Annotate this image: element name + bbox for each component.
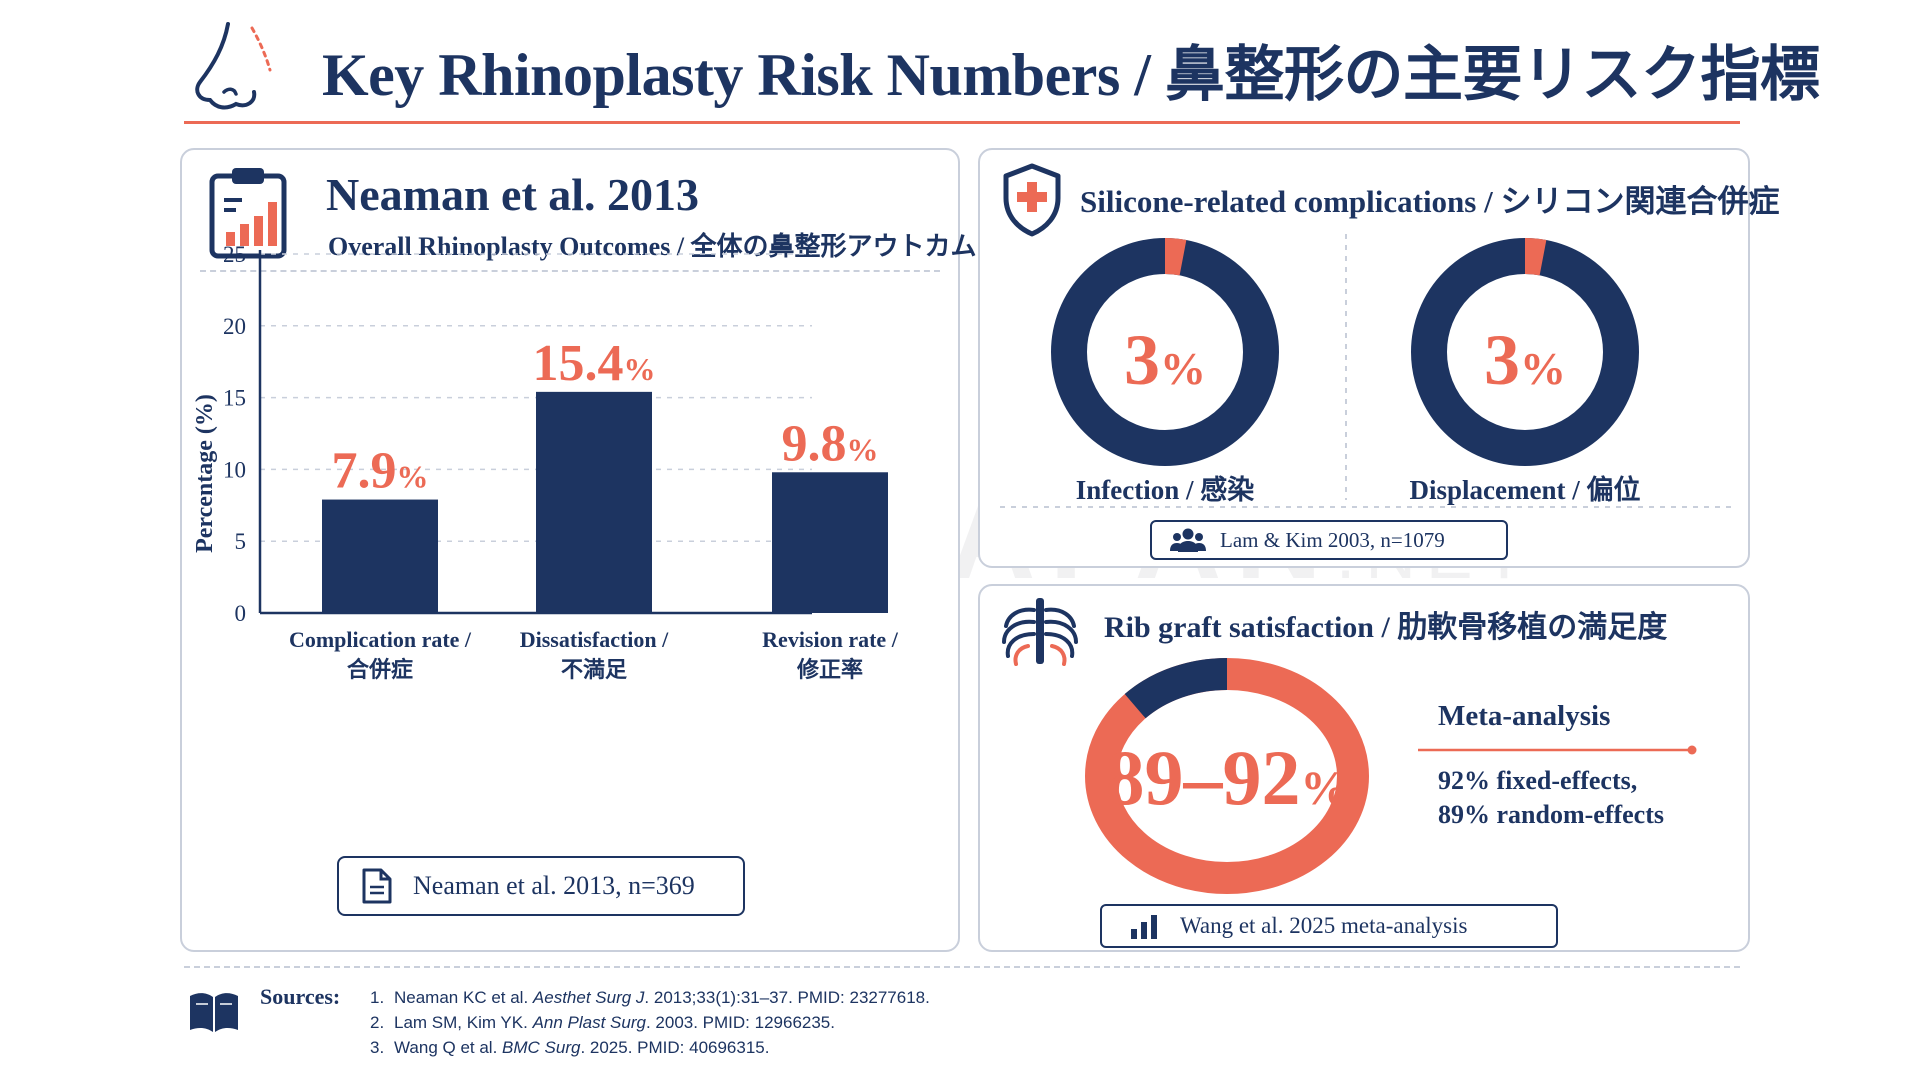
meta-heading: Meta-analysis <box>1438 700 1611 732</box>
bar <box>536 391 652 613</box>
neaman-reference: Neaman et al. 2013, n=369 <box>413 871 695 900</box>
category-label: 修正率 <box>796 657 863 682</box>
rib-satisfaction-value: 89–92% <box>1106 734 1349 821</box>
rib-donut: 89–92% <box>1085 658 1697 894</box>
category-label: Dissatisfaction / <box>520 627 669 652</box>
source-item: 3. Wang Q et al. BMC Surg. 2025. PMID: 40… <box>370 1038 770 1057</box>
category-label: Complication rate / <box>289 627 472 652</box>
sources-label: Sources: <box>260 984 341 1009</box>
not-satisfied-segment <box>1124 658 1228 719</box>
clipboard-chart-icon <box>209 168 287 259</box>
rib-reference-box: Wang et al. 2025 meta-analysis <box>1100 904 1558 948</box>
ribcage-icon <box>1002 598 1078 666</box>
neaman-title: Neaman et al. 2013 <box>326 169 700 220</box>
sources-list: 1. Neaman KC et al. Aesthet Surg J. 2013;… <box>370 985 930 1060</box>
displacement-donut <box>1411 238 1639 466</box>
infection-donut <box>1051 238 1279 466</box>
displacement-donut-segment <box>1411 238 1639 466</box>
neaman-reference-box: Neaman et al. 2013, n=369 <box>337 856 745 916</box>
silicone-reference: Lam & Kim 2003, n=1079 <box>1220 527 1445 552</box>
meta-fixed-effects: 92% fixed-effects, <box>1438 766 1638 795</box>
open-book-icon <box>190 993 238 1032</box>
rib-card: Rib graft satisfaction / 肋軟骨移植の満足度 89–92… <box>978 584 1750 952</box>
y-tick-label: 20 <box>223 314 246 339</box>
silicone-reference-box: Lam & Kim 2003, n=1079 <box>1150 520 1508 560</box>
silicone-donuts: 3% 3% <box>1000 234 1732 508</box>
bar-value-label: 7.9% <box>332 443 429 500</box>
displacement-label: Displacement / 偏位 <box>1409 475 1641 505</box>
y-tick-label: 25 <box>223 242 246 267</box>
category-label: 不満足 <box>561 657 627 682</box>
silicone-card: Silicone-related complications / シリコン関連合… <box>978 148 1779 568</box>
page-title: Key Rhinoplasty Risk Numbers / 鼻整形の主要リスク… <box>322 42 1820 108</box>
category-label: Revision rate / <box>762 627 899 652</box>
neaman-bar-chart: 0 5 10 15 20 25 Percentage (%) 7.9% Complication… <box>192 242 899 682</box>
rib-title: Rib graft satisfaction / 肋軟骨移植の満足度 <box>1104 611 1668 644</box>
meta-random-effects: 89% random-effects <box>1438 800 1664 829</box>
y-tick-label: 15 <box>223 386 246 411</box>
displacement-value: 3% <box>1484 320 1566 400</box>
medical-shield-icon <box>1003 163 1061 237</box>
neaman-card: Neaman et al. 2013 Overall Rhinoplasty O… <box>180 148 977 952</box>
bar <box>772 472 888 613</box>
title-underline <box>184 121 1740 124</box>
users-icon <box>1170 528 1206 552</box>
infection-donut-segment <box>1051 238 1279 466</box>
source-item: 1. Neaman KC et al. Aesthet Surg J. 2013;… <box>370 988 930 1007</box>
rib-reference: Wang et al. 2025 meta-analysis <box>1180 913 1468 938</box>
neaman-divider <box>200 270 940 272</box>
document-icon <box>362 868 392 904</box>
sources-divider <box>184 966 1740 968</box>
infection-label: Infection / 感染 <box>1075 475 1255 505</box>
silicone-title: Silicone-related complications / シリコン関連合… <box>1080 184 1780 219</box>
y-tick-label: 5 <box>235 529 247 554</box>
bar-value-label: 15.4% <box>533 335 656 392</box>
infection-value: 3% <box>1124 320 1206 400</box>
y-axis-label: Percentage (%) <box>192 394 218 553</box>
bar <box>322 499 438 613</box>
category-label: 合併症 <box>347 657 413 682</box>
source-item: 2. Lam SM, Kim YK. Ann Plast Surg. 2003. … <box>370 1013 835 1032</box>
nose-profile-icon <box>195 22 272 110</box>
meta-underline-dot <box>1687 745 1697 755</box>
rib-satisfaction-donut <box>1085 658 1369 894</box>
bar-value-label: 9.8% <box>782 415 879 472</box>
bar-chart-icon <box>1131 915 1157 939</box>
y-tick-label: 10 <box>223 457 246 482</box>
neaman-subtitle: Overall Rhinoplasty Outcomes / 全体の鼻整形アウト… <box>328 232 977 261</box>
y-tick-label: 0 <box>235 601 247 626</box>
